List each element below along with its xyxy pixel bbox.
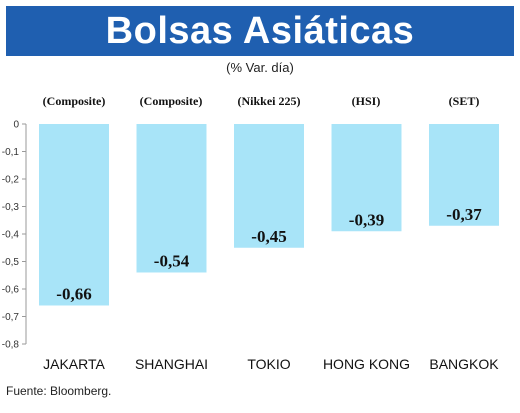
chart-subtitle: (% Var. día) — [226, 60, 294, 75]
x-category-label: TOKIO — [247, 356, 290, 372]
bar — [136, 124, 207, 273]
index-labels-row: (Composite) (Composite) (Nikkei 225) (HS… — [0, 94, 520, 110]
bar-value-label: -0,39 — [349, 210, 384, 229]
index-label-shanghai: (Composite) — [139, 94, 203, 108]
bar-value-label: -0,45 — [251, 227, 286, 246]
x-category-label: JAKARTA — [43, 356, 105, 372]
chart-title: Bolsas Asiáticas — [6, 6, 514, 56]
index-label-tokio: (Nikkei 225) — [237, 94, 301, 108]
y-tick-label: -0,7 — [2, 312, 20, 323]
y-tick-label: -0,5 — [2, 257, 20, 268]
bar — [331, 124, 402, 232]
x-category-label: HONG KONG — [323, 356, 410, 372]
bar-value-label: -0,66 — [56, 285, 91, 304]
x-category-label: BANGKOK — [429, 356, 499, 372]
y-tick-label: -0,3 — [2, 202, 20, 213]
x-category-label: SHANGHAI — [135, 356, 208, 372]
y-tick-label: -0,1 — [2, 147, 20, 158]
y-tick-label: -0,4 — [2, 230, 20, 241]
index-label-hong-kong: (HSI) — [351, 94, 381, 108]
bar-value-label: -0,54 — [154, 252, 190, 271]
y-tick-label: -0,8 — [2, 340, 20, 351]
bar — [429, 124, 499, 226]
y-tick-label: -0,6 — [2, 285, 20, 296]
bar — [39, 124, 109, 306]
y-tick-label: 0 — [13, 120, 19, 131]
source-note: Fuente: Bloomberg. — [6, 384, 112, 398]
bar — [234, 124, 304, 248]
bar-value-label: -0,37 — [446, 205, 482, 224]
index-label-jakarta: (Composite) — [42, 94, 106, 108]
y-tick-label: -0,2 — [2, 175, 20, 186]
index-label-bangkok: (SET) — [448, 94, 480, 108]
